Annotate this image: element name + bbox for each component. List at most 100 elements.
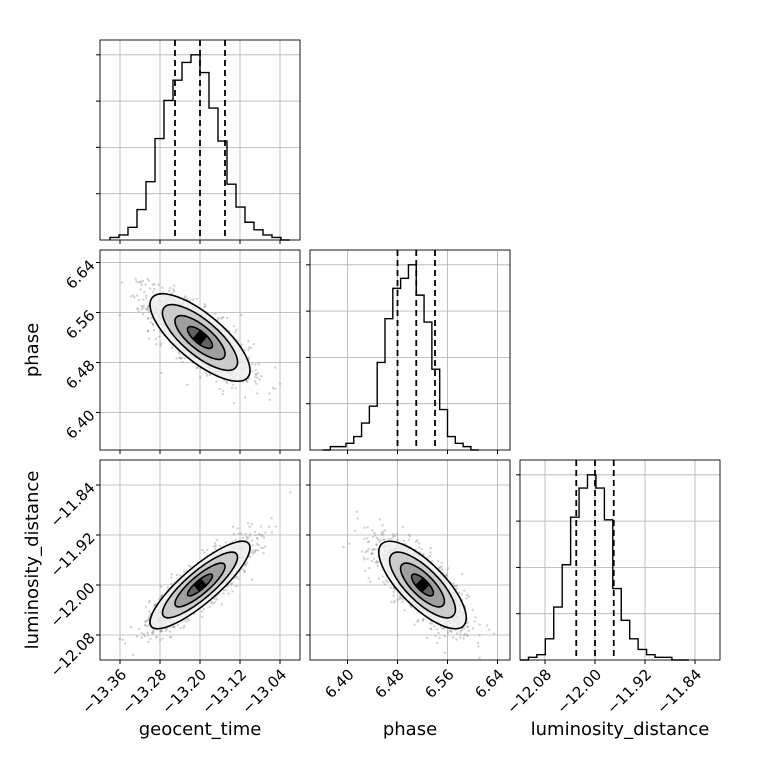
scatter-point	[382, 580, 385, 584]
contour-0-0	[186, 325, 214, 350]
scatter-point	[370, 559, 373, 563]
scatter-point	[377, 577, 381, 580]
scatter-point	[147, 618, 150, 621]
scatter-point	[153, 604, 156, 607]
scatter-point	[231, 590, 234, 593]
scatter-point	[145, 294, 148, 297]
scatter-point	[144, 605, 147, 609]
scatter-point	[158, 638, 162, 642]
scatter-point	[145, 296, 148, 300]
scatter-point	[213, 597, 216, 601]
scatter-point	[164, 629, 167, 633]
scatter-point	[250, 578, 254, 581]
scatter-point	[178, 352, 181, 356]
contour-2-1	[399, 562, 446, 608]
scatter-point	[235, 328, 238, 331]
scatter-point	[257, 362, 260, 366]
scatter-point	[364, 550, 367, 554]
scatter-point	[261, 534, 264, 537]
scatter-point	[256, 549, 260, 552]
scatter-point	[138, 280, 142, 283]
scatter-point	[373, 548, 376, 551]
contour-0-2	[161, 303, 239, 372]
scatter-point	[224, 589, 228, 592]
scatter-point	[222, 316, 225, 319]
scatter-point	[368, 567, 371, 570]
histogram-phase	[322, 264, 479, 451]
xtick-label-luminosity_distance-2: −11.92	[603, 666, 655, 718]
scatter-point	[159, 342, 162, 345]
scatter-point	[460, 593, 464, 596]
scatter-point	[147, 310, 151, 313]
scatter-point	[171, 346, 174, 349]
scatter-point	[254, 376, 257, 379]
scatter-point	[478, 634, 481, 637]
scatter-point	[445, 573, 449, 577]
scatter-point	[253, 530, 257, 534]
scatter-point	[151, 323, 155, 327]
scatter-point	[140, 283, 143, 287]
scatter-point	[382, 538, 385, 541]
scatter-point	[393, 601, 396, 604]
scatter-point	[455, 584, 458, 587]
scatter-point	[245, 535, 248, 539]
scatter-point	[232, 402, 236, 405]
scatter-point	[239, 532, 243, 535]
scatter-point	[252, 343, 256, 346]
scatter-point	[227, 592, 230, 595]
scatter-point	[270, 531, 274, 534]
scatter-point	[366, 549, 369, 553]
scatter-point	[375, 543, 378, 546]
scatter-point	[249, 346, 253, 350]
scatter-point	[136, 307, 140, 310]
scatter-point	[410, 605, 413, 609]
scatter-point	[140, 308, 143, 311]
scatter-point	[459, 636, 462, 639]
joint-geocent_time-phase	[99, 249, 301, 451]
scatter-point	[147, 640, 150, 644]
scatter-point	[240, 343, 243, 346]
scatter-point	[255, 382, 258, 385]
scatter-point	[147, 616, 151, 619]
scatter-point	[447, 631, 450, 634]
scatter-point	[166, 586, 169, 589]
scatter-point	[401, 600, 404, 604]
scatter-point	[454, 585, 457, 588]
scatter-point	[247, 346, 251, 349]
scatter-point	[220, 603, 224, 606]
scatter-point	[196, 366, 199, 369]
scatter-point	[237, 532, 240, 535]
scatter-point	[203, 305, 206, 308]
scatter-point	[478, 656, 481, 660]
frame-marginal-phase	[309, 249, 511, 451]
scatter-point	[213, 542, 217, 545]
scatter-point	[444, 573, 448, 576]
scatter-point	[161, 286, 164, 289]
scatter-point	[139, 288, 142, 291]
scatter-point	[214, 547, 217, 551]
scatter-point	[132, 294, 135, 297]
scatter-point	[145, 307, 148, 310]
scatter-point	[383, 583, 387, 586]
scatter-point	[121, 638, 125, 642]
scatter-point	[371, 529, 374, 532]
scatter-point	[183, 570, 186, 573]
scatter-point	[243, 348, 247, 352]
scatter-point	[129, 295, 133, 298]
scatter-point	[391, 535, 395, 538]
scatter-point	[146, 625, 149, 628]
scatter-point	[253, 380, 257, 383]
scatter-point	[386, 580, 389, 584]
scatter-point	[129, 626, 133, 629]
scatter-point	[248, 356, 251, 359]
scatter-point	[438, 566, 442, 569]
density-peak-1	[192, 577, 208, 593]
contour-2-0	[410, 573, 435, 597]
scatter-point	[183, 296, 186, 299]
scatter-point	[268, 398, 272, 401]
scatter-point	[243, 570, 247, 574]
scatter-point	[258, 533, 262, 536]
scatter-point	[463, 589, 466, 592]
scatter-point	[234, 330, 237, 334]
